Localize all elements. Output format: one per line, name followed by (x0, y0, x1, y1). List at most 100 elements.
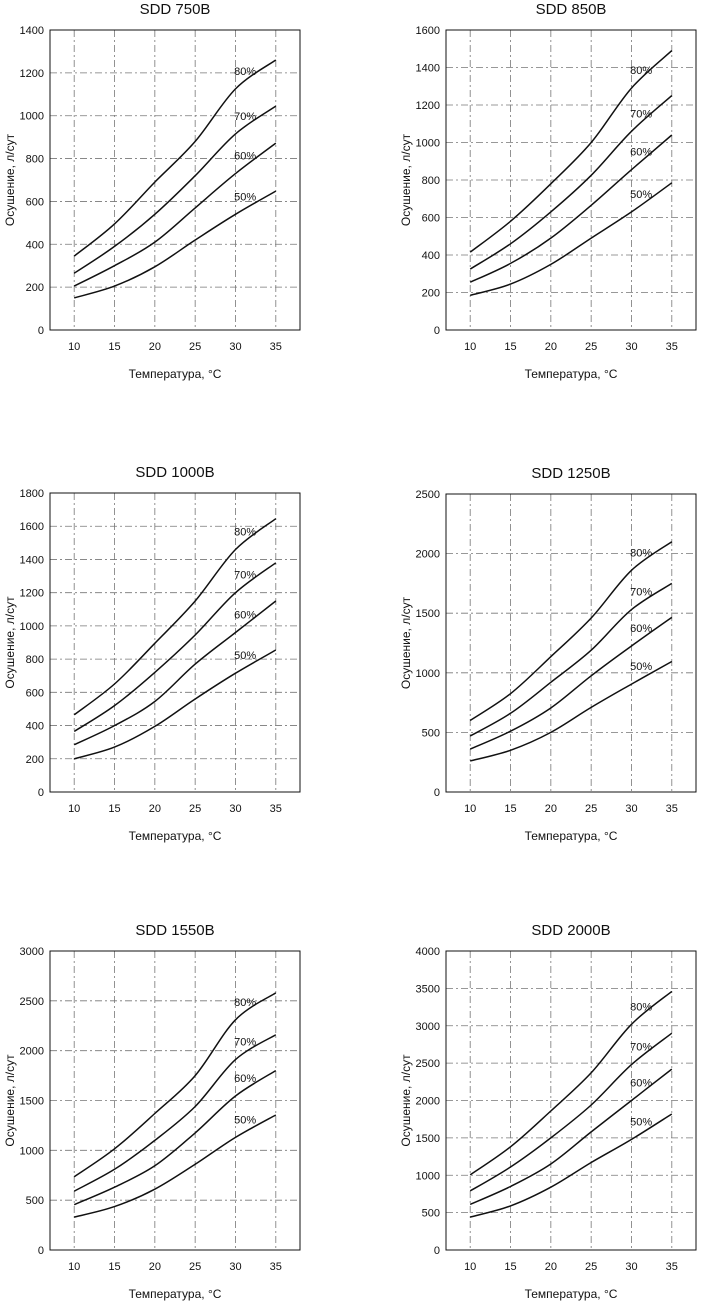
y-tick-label: 1500 (416, 1133, 440, 1145)
y-tick-label: 600 (26, 196, 44, 208)
x-axis-label: Температура, °C (525, 1287, 618, 1301)
x-tick-label: 20 (149, 341, 161, 353)
y-tick-label: 400 (26, 239, 44, 251)
plot-frame (445, 29, 697, 331)
series-label: 60% (630, 1078, 652, 1090)
series-label: 70% (234, 111, 256, 123)
x-tick-label: 25 (189, 341, 201, 353)
series-label: 80% (234, 66, 256, 78)
series-line-50pct (73, 190, 277, 299)
series-line-60pct (73, 142, 277, 287)
y-tick-label: 600 (26, 687, 44, 699)
series-line-80pct (73, 59, 277, 257)
x-tick-label: 10 (68, 803, 80, 815)
x-tick-label: 15 (108, 803, 120, 815)
y-tick-label: 1800 (20, 488, 44, 500)
y-tick-label: 400 (26, 721, 44, 733)
chart-panel: SDD 750B 0 200 400 600 800 1000 1200 1400 10 15 20 2… (3, 1, 301, 381)
y-tick-label: 1600 (416, 25, 440, 37)
y-tick-label: 1000 (416, 1170, 440, 1182)
series-label: 60% (630, 623, 652, 635)
series-label: 70% (630, 1042, 652, 1054)
y-tick-label: 800 (26, 654, 44, 666)
x-axis-label: Температура, °C (129, 367, 222, 381)
y-tick-label: 800 (26, 154, 44, 166)
x-tick-label: 30 (229, 341, 241, 353)
x-tick-label: 30 (229, 1261, 241, 1273)
y-axis-label: Осушение, л/сут (399, 133, 413, 226)
x-axis-label: Температура, °C (129, 1287, 222, 1301)
series-line-70pct (469, 95, 673, 270)
y-tick-label: 500 (422, 1208, 440, 1220)
y-tick-label: 0 (38, 1245, 44, 1257)
series-label: 80% (630, 1001, 652, 1013)
y-tick-label: 0 (434, 1245, 440, 1257)
series-line-70pct (73, 105, 277, 274)
series-label: 50% (234, 1114, 256, 1126)
series-label: 60% (630, 147, 652, 159)
series-line-70pct (469, 1032, 673, 1192)
series-label: 50% (234, 650, 256, 662)
y-tick-label: 3000 (20, 946, 44, 958)
x-tick-label: 25 (585, 803, 597, 815)
y-tick-label: 0 (434, 787, 440, 799)
series-line-50pct (74, 1114, 277, 1218)
y-tick-label: 2500 (416, 489, 440, 501)
y-tick-label: 1500 (20, 1096, 44, 1108)
x-tick-label: 30 (625, 1261, 637, 1273)
x-tick-label: 35 (270, 341, 282, 353)
x-tick-label: 20 (545, 1261, 557, 1273)
y-tick-label: 2500 (416, 1058, 440, 1070)
y-tick-label: 2000 (20, 1046, 44, 1058)
y-tick-label: 500 (422, 727, 440, 739)
y-tick-label: 1400 (20, 25, 44, 37)
y-tick-label: 2000 (416, 1096, 440, 1108)
series-line-70pct (73, 1034, 277, 1192)
x-tick-label: 15 (108, 1261, 120, 1273)
x-tick-label: 35 (270, 1261, 282, 1273)
series-line-50pct (469, 182, 673, 297)
y-tick-label: 0 (38, 325, 44, 337)
y-axis-label: Осушение, л/сут (399, 1054, 413, 1147)
x-tick-label: 20 (545, 803, 557, 815)
chart-panel: SDD 1250B 0 500 1000 1500 2000 2500 10 15 20 25 30 3… (399, 465, 697, 843)
chart-title: SDD 850B (536, 1, 607, 18)
plot-frame (49, 492, 301, 793)
y-tick-label: 600 (422, 213, 440, 225)
y-tick-label: 1000 (20, 621, 44, 633)
series-line-80pct (73, 518, 277, 716)
y-tick-label: 800 (422, 175, 440, 187)
y-tick-label: 500 (26, 1195, 44, 1207)
x-tick-label: 20 (149, 1261, 161, 1273)
x-tick-label: 15 (504, 803, 516, 815)
series-label: 50% (234, 191, 256, 203)
x-tick-label: 10 (464, 341, 476, 353)
y-tick-label: 1200 (20, 588, 44, 600)
series-label: 70% (630, 108, 652, 120)
x-tick-label: 30 (229, 803, 241, 815)
x-tick-label: 30 (625, 803, 637, 815)
chart-title: SDD 1550B (135, 922, 214, 939)
series-label: 50% (630, 1116, 652, 1128)
y-tick-label: 1600 (20, 521, 44, 533)
y-axis-label: Осушение, л/сут (3, 133, 17, 226)
x-tick-label: 35 (666, 1261, 678, 1273)
series-line-70pct (73, 562, 277, 733)
series-line-50pct (470, 660, 673, 762)
series-label: 80% (630, 65, 652, 77)
y-tick-label: 3500 (416, 983, 440, 995)
series-label: 80% (234, 997, 256, 1009)
x-tick-label: 15 (504, 341, 516, 353)
series-line-60pct (469, 134, 673, 283)
series-line-60pct (73, 600, 277, 746)
y-tick-label: 3000 (416, 1021, 440, 1033)
series-line-60pct (73, 1069, 277, 1206)
x-tick-label: 30 (625, 341, 637, 353)
y-tick-label: 1000 (416, 668, 440, 680)
chart-title: SDD 750B (140, 1, 211, 18)
x-tick-label: 35 (666, 341, 678, 353)
series-line-50pct (469, 1113, 673, 1218)
x-tick-label: 10 (464, 803, 476, 815)
series-label: 60% (234, 610, 256, 622)
